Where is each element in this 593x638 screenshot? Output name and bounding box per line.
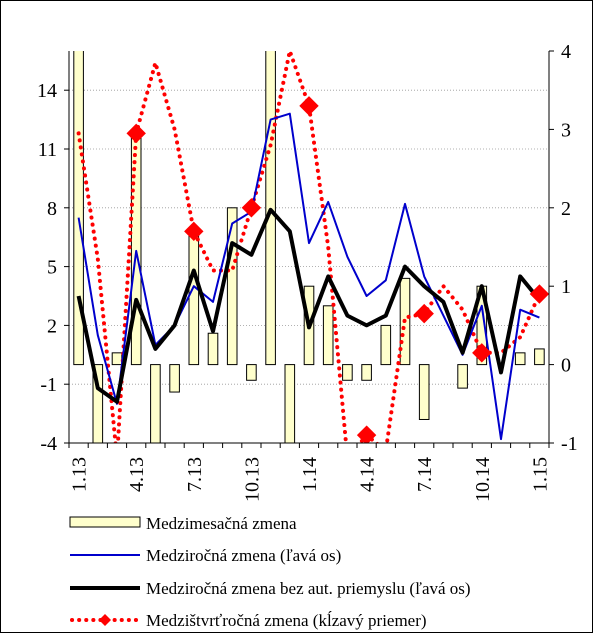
y-left-tick-label: -1	[40, 374, 57, 396]
bar	[111, 352, 123, 366]
bar	[418, 364, 430, 420]
x-tick-label: 7.14	[414, 457, 436, 492]
y-right-tick-label: 4	[561, 41, 571, 63]
series-marker-qoq	[472, 343, 492, 363]
series-marker-qoq	[414, 303, 434, 324]
y-left-tick-label: 8	[47, 198, 57, 220]
legend-swatch-bars	[69, 516, 141, 528]
bar	[92, 364, 104, 443]
x-tick-label: 1.14	[299, 457, 321, 492]
bar	[342, 364, 353, 381]
series-marker-qoq	[356, 425, 377, 443]
bar	[361, 364, 372, 381]
legend-label: Medzimesačná zmena	[146, 514, 297, 533]
bar	[322, 305, 334, 366]
y-right-tick-label: 2	[561, 198, 571, 220]
legend: Medzimesačná zmena Medziročná zmena (ľavá…	[69, 514, 471, 630]
series-marker-qoq	[184, 221, 204, 242]
legend-label: Medziročná zmena (ľavá os)	[146, 546, 341, 565]
y-right-tick-label: 0	[561, 355, 571, 377]
bar	[73, 51, 84, 366]
x-tick-label: 1.13	[69, 457, 91, 492]
y-right-tick-label: -1	[561, 433, 578, 455]
legend-label: Medziročná zmena bez aut. priemyslu (ľav…	[146, 579, 471, 598]
x-tick-label: 10.14	[472, 457, 494, 502]
y-left-tick-label: 11	[38, 139, 57, 161]
series-line-yoy-ex-auto	[76, 207, 541, 404]
bar	[514, 352, 526, 366]
lines	[76, 51, 549, 443]
bar	[457, 364, 468, 389]
series-marker-qoq	[126, 123, 146, 144]
x-tick-label: 7.13	[184, 457, 206, 492]
x-tick-label: 1.15	[529, 457, 551, 492]
bar	[380, 324, 392, 366]
series-marker-qoq	[241, 198, 262, 218]
series-marker-qoq	[299, 96, 319, 116]
bar	[150, 364, 161, 443]
y-left-tick-label: 14	[37, 80, 57, 102]
bar	[207, 332, 219, 366]
bar	[246, 364, 257, 381]
bar	[226, 207, 238, 366]
y-left-tick-label: 2	[47, 315, 57, 337]
x-tick-label: 4.14	[357, 457, 379, 492]
y-right-tick-label: 1	[561, 276, 571, 298]
bar	[169, 364, 180, 393]
bar	[284, 364, 296, 443]
axes: 14 11 8 5 2 -1 -4 4 3 2 1 0 -1 1.13 4.13 7.13 10.13 1.14 4…	[37, 41, 578, 502]
legend-marker-qoq	[99, 614, 111, 626]
x-tick-label: 10.13	[241, 457, 263, 502]
y-left-tick-label: -4	[40, 433, 57, 455]
bar	[265, 51, 276, 366]
y-left-tick-label: 5	[47, 257, 57, 279]
series-marker-qoq	[529, 284, 549, 304]
x-tick-label: 4.13	[126, 457, 148, 492]
legend-label: Medzištvrťročná zmena (kĺzavý priemer)	[146, 611, 427, 630]
bar	[534, 348, 545, 366]
y-right-tick-label: 3	[561, 119, 571, 141]
bar	[188, 230, 200, 366]
